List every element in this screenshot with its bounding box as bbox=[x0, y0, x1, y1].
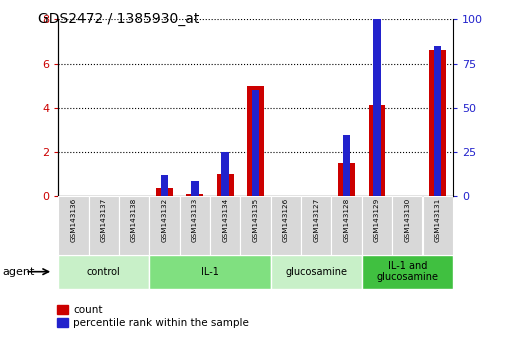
Bar bbox=[186, 194, 203, 196]
Text: GDS2472 / 1385930_at: GDS2472 / 1385930_at bbox=[38, 12, 199, 27]
Text: IL-1: IL-1 bbox=[200, 267, 219, 277]
Text: GSM143138: GSM143138 bbox=[131, 198, 137, 242]
Bar bbox=[429, 50, 445, 196]
Bar bbox=[210, 196, 240, 255]
Bar bbox=[300, 196, 331, 255]
Bar bbox=[433, 46, 440, 196]
Text: GSM143128: GSM143128 bbox=[343, 198, 349, 242]
Bar bbox=[270, 255, 361, 289]
Bar bbox=[373, 2, 380, 196]
Bar bbox=[270, 196, 300, 255]
Text: GSM143126: GSM143126 bbox=[282, 198, 288, 242]
Bar bbox=[361, 196, 391, 255]
Bar bbox=[251, 90, 259, 196]
Bar bbox=[156, 188, 173, 196]
Text: GSM143129: GSM143129 bbox=[373, 198, 379, 242]
Bar bbox=[337, 163, 355, 196]
Bar bbox=[191, 181, 198, 196]
Text: glucosamine: glucosamine bbox=[285, 267, 346, 277]
Bar bbox=[247, 86, 264, 196]
Bar bbox=[179, 196, 210, 255]
Text: GSM143130: GSM143130 bbox=[403, 198, 410, 242]
Bar bbox=[88, 196, 119, 255]
Text: IL-1 and
glucosamine: IL-1 and glucosamine bbox=[376, 261, 437, 282]
Bar bbox=[58, 255, 149, 289]
Text: GSM143131: GSM143131 bbox=[434, 198, 440, 242]
Text: GSM143134: GSM143134 bbox=[222, 198, 228, 242]
Text: GSM143136: GSM143136 bbox=[70, 198, 76, 242]
Bar bbox=[119, 196, 149, 255]
Text: GSM143133: GSM143133 bbox=[191, 198, 197, 242]
Text: GSM143127: GSM143127 bbox=[313, 198, 319, 242]
Bar bbox=[149, 196, 179, 255]
Bar bbox=[161, 175, 168, 196]
Text: GSM143135: GSM143135 bbox=[252, 198, 258, 242]
Bar bbox=[221, 152, 229, 196]
Legend: count, percentile rank within the sample: count, percentile rank within the sample bbox=[53, 301, 253, 332]
Bar bbox=[361, 255, 452, 289]
Bar bbox=[391, 196, 422, 255]
Bar bbox=[368, 105, 385, 196]
Bar bbox=[422, 196, 452, 255]
Text: GSM143132: GSM143132 bbox=[161, 198, 167, 242]
Text: agent: agent bbox=[3, 267, 35, 277]
Bar bbox=[331, 196, 361, 255]
Text: control: control bbox=[87, 267, 120, 277]
Text: GSM143137: GSM143137 bbox=[100, 198, 107, 242]
Bar bbox=[149, 255, 270, 289]
Bar bbox=[217, 175, 233, 196]
Bar bbox=[342, 135, 349, 196]
Bar bbox=[58, 196, 88, 255]
Bar bbox=[240, 196, 270, 255]
